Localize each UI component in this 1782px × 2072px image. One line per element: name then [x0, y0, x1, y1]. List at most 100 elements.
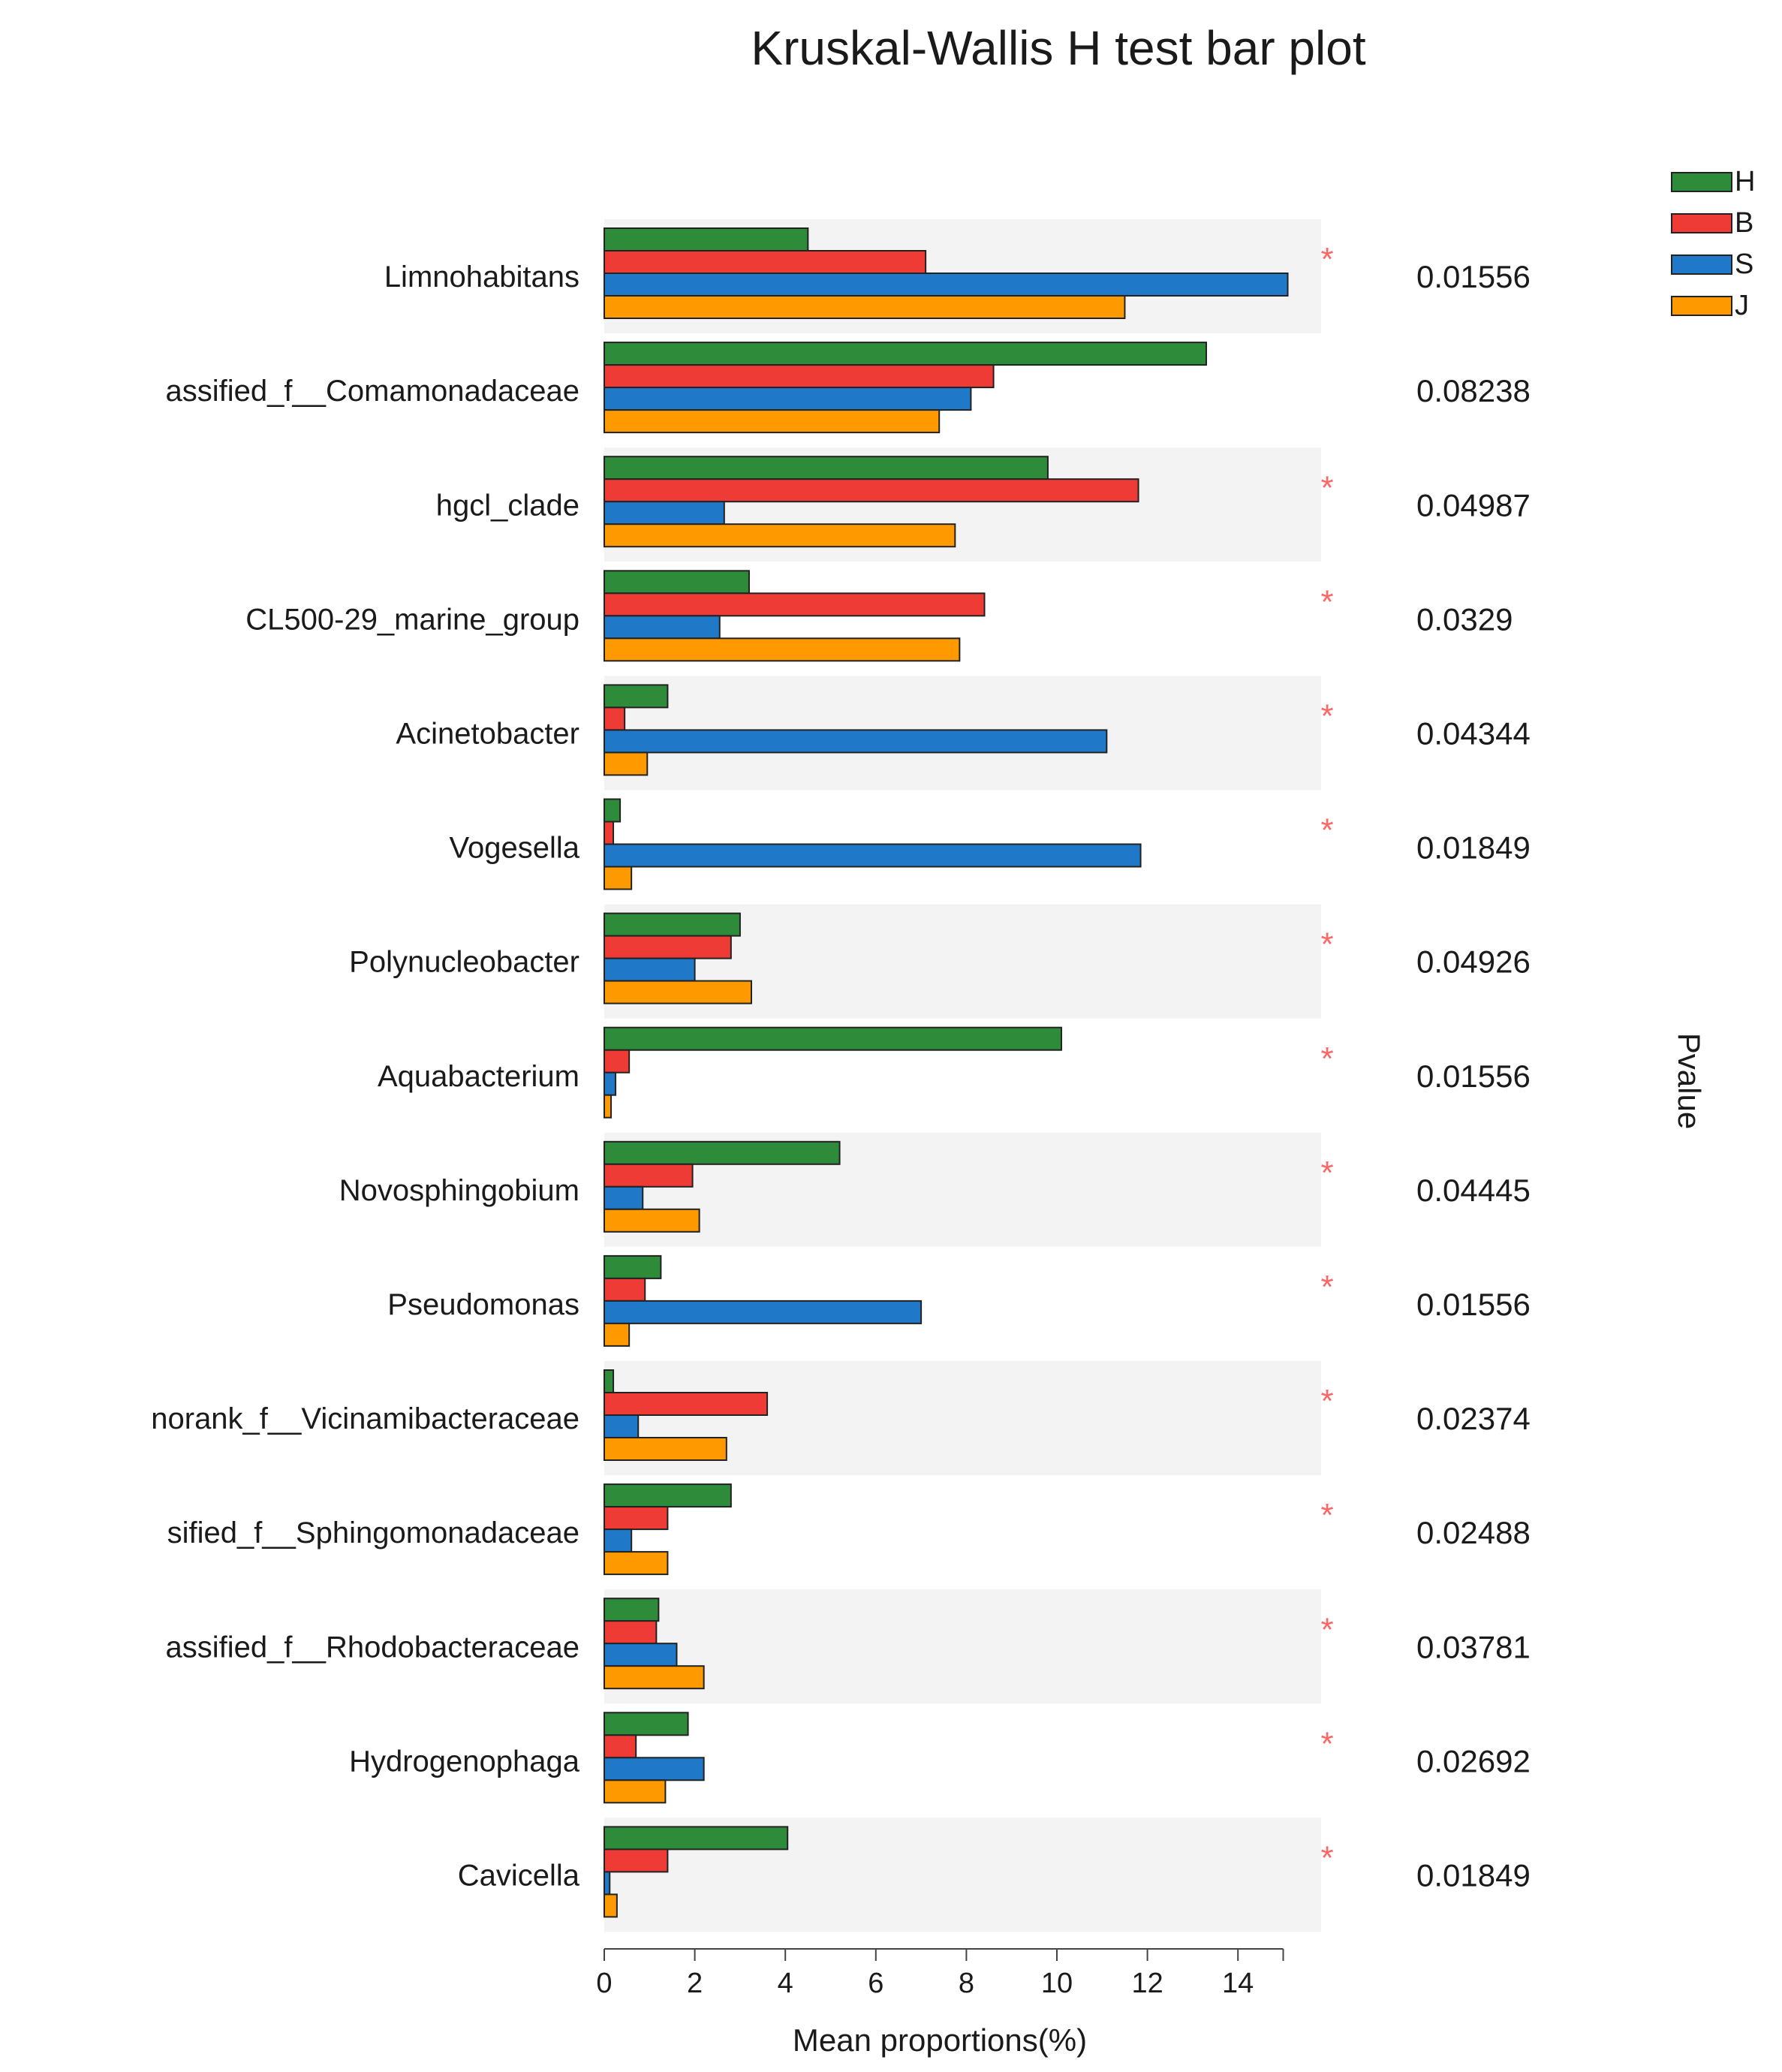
bar-b	[604, 364, 995, 389]
chart-title: Kruskal-Wallis H test bar plot	[751, 21, 1365, 75]
bar-j	[604, 866, 633, 890]
significance-mark: *	[1320, 1383, 1333, 1420]
bar-b	[604, 821, 615, 845]
bar-j	[604, 1094, 613, 1119]
x-tick-label: 10	[1041, 1968, 1073, 1999]
bar-h	[604, 1712, 689, 1736]
bar-j	[604, 980, 752, 1004]
bar-b	[604, 1049, 631, 1074]
pvalue-label: 0.01849	[1416, 1857, 1531, 1893]
bar-s	[604, 501, 725, 526]
bar-h	[604, 456, 1049, 480]
pvalue-label: 0.01556	[1416, 1059, 1531, 1094]
bars-layer	[604, 227, 1289, 1918]
bar-b	[604, 478, 1139, 503]
bar-b	[604, 1277, 646, 1302]
legend-label-h: H	[1735, 166, 1755, 197]
bar-j	[604, 1437, 727, 1461]
bar-h	[604, 1483, 732, 1508]
bar-h	[604, 1369, 615, 1393]
legend-swatch-h	[1671, 172, 1732, 192]
bar-b	[604, 1163, 694, 1188]
category-label: assified_f__Rhodobacteraceae	[165, 1631, 579, 1664]
bar-h	[604, 227, 809, 251]
bar-j	[604, 1893, 618, 1918]
pvalue-label: 0.02692	[1416, 1743, 1531, 1778]
category-label: Limnohabitans	[384, 261, 579, 294]
bar-s	[604, 1871, 611, 1896]
legend-label-s: S	[1735, 248, 1753, 280]
pvalue-axis-title: Pvalue	[1672, 1033, 1707, 1129]
legend-label-b: B	[1735, 207, 1753, 239]
bar-s	[604, 1757, 705, 1781]
category-labels: Limnohabitans assified_f__Comamonadaceaeh…	[151, 261, 579, 1892]
pvalue-label: 0.01556	[1416, 259, 1531, 294]
significance-mark: *	[1320, 1497, 1333, 1534]
bar-h	[604, 684, 669, 709]
pvalue-label: 0.02488	[1416, 1515, 1531, 1550]
bar-b	[604, 935, 732, 959]
x-tick-label: 4	[778, 1968, 793, 1999]
x-axis-title: Mean proportions(%)	[793, 2022, 1087, 2058]
category-label: Hydrogenophaga	[349, 1745, 580, 1778]
category-label: Aquabacterium	[378, 1060, 579, 1093]
bar-b	[604, 1392, 769, 1416]
significance-mark: *	[1320, 1611, 1333, 1648]
pvalue-label: 0.01849	[1416, 830, 1531, 866]
x-tick-label: 6	[868, 1968, 883, 1999]
pvalue-label: 0.03781	[1416, 1629, 1531, 1664]
bar-j	[604, 1322, 631, 1347]
category-label: norank_f__Vicinamibacteraceae	[151, 1402, 579, 1435]
category-label: Cavicella	[458, 1859, 580, 1892]
x-tick-label: 14	[1222, 1968, 1254, 1999]
bar-j	[604, 295, 1126, 319]
category-label: Pseudomonas	[387, 1288, 579, 1321]
pvalue-label: 0.04344	[1416, 715, 1531, 751]
pvalue-label: 0.04926	[1416, 944, 1531, 980]
pvalue-label: 0.0329	[1416, 601, 1513, 637]
significance-mark: *	[1320, 241, 1333, 278]
bar-s	[604, 1643, 678, 1667]
category-label: assified_f__Comamonadaceae	[166, 375, 579, 408]
bar-b	[604, 1848, 669, 1873]
category-label: hgcl_clade	[436, 489, 579, 522]
category-label: Acinetobacter	[396, 717, 579, 750]
significance-mark: *	[1320, 926, 1333, 963]
bar-h	[604, 1026, 1063, 1051]
category-label: CL500-29_marine_group	[245, 603, 579, 636]
x-tick-label: 2	[687, 1968, 703, 1999]
category-label: sified_f__Sphingomonadaceae	[167, 1516, 579, 1549]
category-label: Polynucleobacter	[349, 946, 579, 979]
bar-h	[604, 798, 622, 823]
legend-swatch-s	[1671, 254, 1732, 275]
bar-s	[604, 1185, 644, 1210]
bar-s	[604, 729, 1108, 754]
bar-s	[604, 1300, 923, 1324]
bar-s	[604, 1071, 617, 1096]
significance-mark: *	[1320, 1839, 1333, 1876]
x-tick-label: 8	[959, 1968, 974, 1999]
significance-mark: *	[1320, 469, 1333, 506]
bar-h	[604, 1254, 662, 1279]
bar-s	[604, 273, 1289, 297]
bar-h	[604, 1140, 841, 1165]
significance-mark: *	[1320, 1269, 1333, 1306]
bar-h	[604, 1826, 789, 1851]
bar-j	[604, 1779, 667, 1804]
legend-label-j: J	[1735, 290, 1749, 321]
significance-marks: * * * * * * * * * * * * * *	[1320, 241, 1333, 1876]
significance-mark: *	[1320, 1725, 1333, 1762]
significance-mark: *	[1320, 812, 1333, 849]
bar-h	[604, 570, 750, 595]
pvalue-label: 0.02374	[1416, 1401, 1531, 1436]
pvalue-label: 0.08238	[1416, 373, 1531, 408]
bar-j	[604, 409, 941, 434]
bar-j	[604, 523, 956, 548]
x-tick-label: 12	[1131, 1968, 1163, 1999]
pvalue-labels: 0.01556 0.08238 0.04987 0.0329 0.04344 0.0184…	[1416, 259, 1531, 1893]
bar-b	[604, 592, 986, 617]
bar-s	[604, 957, 696, 982]
bar-b	[604, 250, 927, 274]
